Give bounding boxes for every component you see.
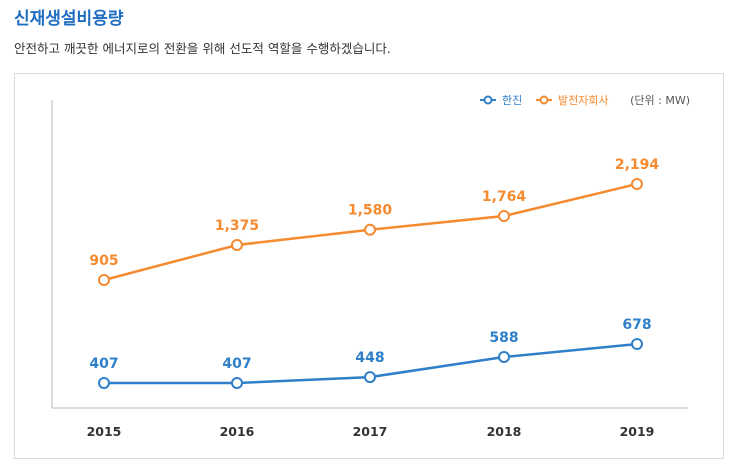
data-label: 1,764	[482, 189, 527, 205]
data-label: 588	[489, 330, 518, 346]
legend-item-subsidiary[interactable]: 발전자회사	[536, 94, 609, 107]
data-label: 2,194	[615, 157, 660, 173]
data-label: 407	[222, 356, 251, 372]
unit-label: (단위 : MW)	[630, 94, 690, 107]
data-label: 448	[355, 350, 384, 366]
data-point[interactable]	[631, 178, 643, 190]
legend: 한진 발전자회사 (단위 : MW)	[480, 94, 690, 107]
data-label: 678	[622, 317, 651, 333]
x-tick-label: 2016	[220, 424, 255, 439]
data-point[interactable]	[231, 239, 243, 251]
series-0: 407 407 448 588 678	[89, 317, 652, 389]
chart-card	[14, 73, 724, 459]
data-point[interactable]	[498, 210, 510, 222]
page-title: 신재생설비용량	[14, 9, 124, 29]
data-label: 1,375	[215, 218, 259, 234]
legend-label-subsidiary: 발전자회사	[558, 94, 609, 107]
data-point[interactable]	[98, 377, 110, 389]
series-1: 905 1,375 1,580 1,764 2,194	[89, 157, 660, 286]
data-point[interactable]	[498, 351, 510, 363]
legend-marker-hanjin	[483, 95, 493, 105]
x-tick-label: 2017	[353, 424, 388, 439]
data-label: 407	[89, 356, 118, 372]
legend-label-hanjin: 한진	[502, 94, 522, 107]
data-label: 1,580	[348, 203, 393, 219]
page-subtitle: 안전하고 깨끗한 에너지로의 전환을 위해 선도적 역할을 수행하겠습니다.	[14, 41, 391, 56]
data-point[interactable]	[98, 274, 110, 286]
data-point[interactable]	[364, 371, 376, 384]
data-label: 905	[89, 253, 118, 269]
legend-item-hanjin[interactable]: 한진	[480, 94, 522, 107]
legend-marker-subsidiary	[539, 95, 549, 105]
x-tick-label: 2018	[487, 424, 522, 439]
data-point[interactable]	[231, 377, 243, 389]
data-point[interactable]	[364, 223, 376, 236]
x-tick-label: 2015	[87, 424, 122, 439]
x-tick-label: 2019	[620, 424, 655, 439]
data-point[interactable]	[631, 338, 643, 350]
